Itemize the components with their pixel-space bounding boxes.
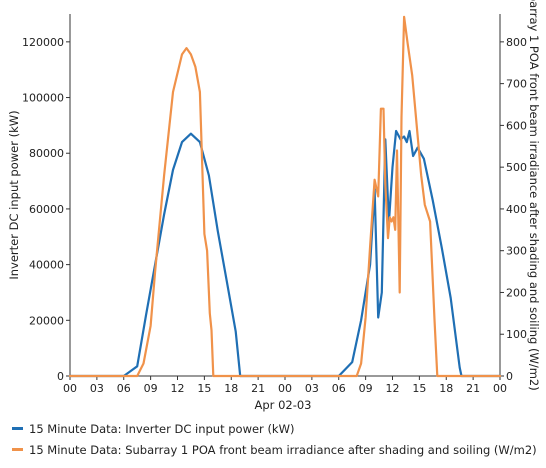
- y-left-tick-label: 0: [57, 370, 64, 383]
- y-left-axis-title: Inverter DC input power (kW): [7, 110, 21, 279]
- x-axis-title: Apr 02-03: [255, 398, 312, 412]
- y-right-tick-label: 100: [506, 328, 527, 341]
- y-right-tick-label: 300: [506, 245, 527, 258]
- x-tick-label: 03: [305, 382, 319, 395]
- legend-label-irradiance: 15 Minute Data: Subarray 1 POA front bea…: [29, 442, 537, 457]
- legend-swatch-orange: [12, 448, 23, 451]
- x-tick-label: 09: [144, 382, 158, 395]
- y-left-tick-label: 100000: [22, 92, 64, 105]
- y-right-tick-label: 200: [506, 286, 527, 299]
- x-tick-label: 06: [117, 382, 131, 395]
- y-right-tick-label: 700: [506, 78, 527, 91]
- y-left-tick-label: 40000: [29, 259, 64, 272]
- x-tick-label: 15: [412, 382, 426, 395]
- x-tick-label: 15: [197, 382, 211, 395]
- x-tick-label: 12: [386, 382, 400, 395]
- y-right-tick-label: 600: [506, 119, 527, 132]
- x-tick-label: 12: [171, 382, 185, 395]
- legend-swatch-blue: [12, 427, 23, 430]
- x-tick-label: 21: [466, 382, 480, 395]
- x-tick-label: 00: [493, 382, 507, 395]
- x-tick-label: 06: [332, 382, 346, 395]
- y-right-tick-label: 0: [506, 370, 513, 383]
- x-tick-label: 21: [251, 382, 265, 395]
- y-right-tick-label: 800: [506, 36, 527, 49]
- legend-item-irradiance[interactable]: 15 Minute Data: Subarray 1 POA front bea…: [12, 439, 537, 460]
- series-line-irradiance: [68, 15, 502, 378]
- y-left-tick-label: 20000: [29, 314, 64, 327]
- y-left-tick-label: 60000: [29, 203, 64, 216]
- y-right-axis-title: Subarray 1 POA front beam irradiance aft…: [527, 0, 541, 391]
- y-left-tick-label: 120000: [22, 36, 64, 49]
- legend-label-dc-power: 15 Minute Data: Inverter DC input power …: [29, 421, 295, 436]
- x-tick-label: 00: [278, 382, 292, 395]
- legend: 15 Minute Data: Inverter DC input power …: [12, 418, 537, 460]
- legend-item-dc-power[interactable]: 15 Minute Data: Inverter DC input power …: [12, 418, 537, 439]
- y-right-tick-label: 400: [506, 203, 527, 216]
- x-tick-label: 09: [359, 382, 373, 395]
- x-tick-label: 18: [224, 382, 238, 395]
- x-tick-label: 03: [90, 382, 104, 395]
- x-tick-label: 18: [439, 382, 453, 395]
- x-tick-label: 00: [63, 382, 77, 395]
- y-right-tick-label: 500: [506, 161, 527, 174]
- y-left-tick-label: 80000: [29, 147, 64, 160]
